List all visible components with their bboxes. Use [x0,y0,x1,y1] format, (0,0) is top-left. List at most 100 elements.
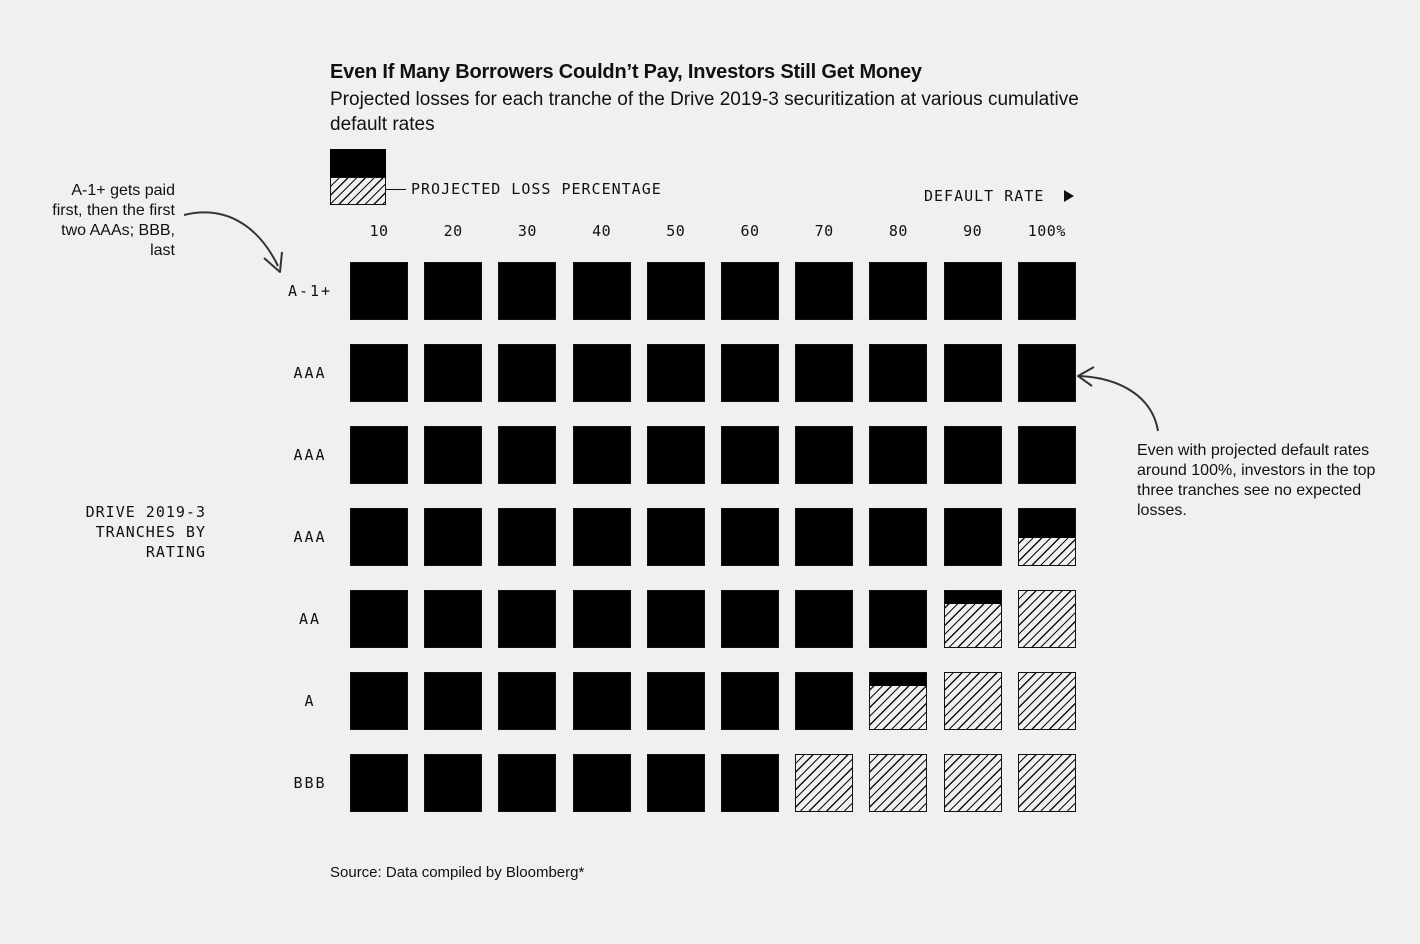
right-arrow-icon [1064,190,1074,202]
x-tick-label: 80 [888,222,908,240]
chart-subtitle: Projected losses for each tranche of the… [330,89,1079,135]
x-tick-label: 50 [666,222,686,240]
tranche-cell [869,344,928,402]
tranche-cell [943,426,1002,484]
y-tick-label: A-1+ [287,282,333,300]
tranche-cell [572,590,631,648]
tranche-cell [869,508,928,566]
tranche-cell [795,344,854,402]
no-loss-fill [796,673,853,729]
tranche-cell [350,262,408,320]
tranche-cell [1017,590,1076,648]
x-tick-label: 20 [443,222,463,240]
tranche-cell [350,590,408,648]
x-axis-title: DEFAULT RATE [924,187,1045,205]
y-tick-label: AAA [293,446,327,464]
right-curved-arrow-icon [1077,366,1159,432]
tranche-cell [350,344,408,402]
legend-label: PROJECTED LOSS PERCENTAGE [411,180,662,198]
tranche-cell [572,508,631,566]
tranche-cell [795,508,854,566]
tranche-cell [1017,426,1076,484]
tranche-cell [869,426,928,484]
tranche-cell [869,672,928,730]
tranche-cell [721,262,779,320]
tranche-cell [869,754,928,812]
tranche-cell [795,754,854,812]
tranche-cell [646,508,705,566]
tranche-cell [498,262,557,320]
tranche-cell [721,344,779,402]
tranche-cell [350,754,408,812]
tranche-cell [943,262,1002,320]
tranche-cell [1017,672,1076,730]
tranche-cell [721,508,779,566]
tranche-cell [721,590,779,648]
y-tick-label: AA [298,610,322,628]
annotation-right: Even with projected default rates around… [1137,442,1376,519]
tranche-cell [424,508,483,566]
tranche-cell [646,344,705,402]
x-tick-label: 40 [592,222,612,240]
tranche-cell [1017,508,1076,566]
tranche-cell [350,426,408,484]
x-tick-label: 10 [369,222,389,240]
tranche-cell [869,262,928,320]
legend-swatch [330,149,386,205]
tranche-cell [646,672,705,730]
tranche-cell [646,426,705,484]
tranche-cell [350,508,408,566]
tranche-cell [646,590,705,648]
source-note: Source: Data compiled by Bloomberg* [330,864,585,881]
tranche-cell [721,672,779,730]
tranche-cell [498,344,557,402]
tranche-cell [646,262,705,320]
tranche-cell [572,754,631,812]
x-tick-label: 30 [517,222,537,240]
tranche-cell [1017,754,1076,812]
tranche-cell [424,590,483,648]
left-arrow-icon [183,211,283,273]
tranche-cell [869,590,928,648]
tranche-cell [498,754,557,812]
no-loss-fill [1018,509,1075,538]
tranche-cell [572,426,631,484]
legend-leader-line [386,189,406,190]
tranche-cell [498,426,557,484]
tranche-cell [424,262,483,320]
tranche-cell [1017,344,1076,402]
tranche-cell [424,754,483,812]
y-tick-label: BBB [293,774,327,792]
tranche-cell [943,590,1002,648]
tranche-cell [943,672,1002,730]
chart-title: Even If Many Borrowers Couldn’t Pay, Inv… [330,61,922,83]
tranche-cell [795,262,854,320]
tranche-cell [795,590,854,648]
x-tick-label: 90 [963,222,983,240]
y-tick-label: AAA [293,364,327,382]
tranche-cell [572,672,631,730]
tranche-cell [498,508,557,566]
tranche-cell [498,672,557,730]
tranche-cell [721,426,779,484]
tranche-cell [943,754,1002,812]
tranche-cell [943,508,1002,566]
y-axis-title: DRIVE 2019-3 TRANCHES BY RATING [85,503,206,561]
tranche-cell [943,344,1002,402]
y-tick-label: AAA [293,528,327,546]
x-tick-label: 100% [1027,222,1066,240]
tranche-cell [572,262,631,320]
tranche-cell [1017,262,1076,320]
tranche-cell [795,426,854,484]
y-tick-label: A [304,692,316,710]
tranche-cell [424,344,483,402]
no-loss-fill [944,591,1001,604]
tranche-cell [350,672,408,730]
tranche-cell [572,344,631,402]
annotation-left: A-1+ gets paid first, then the first two… [52,182,175,259]
no-loss-fill [870,673,927,686]
tranche-cell [795,672,854,730]
x-tick-label: 60 [740,222,760,240]
tranche-cell [424,426,483,484]
